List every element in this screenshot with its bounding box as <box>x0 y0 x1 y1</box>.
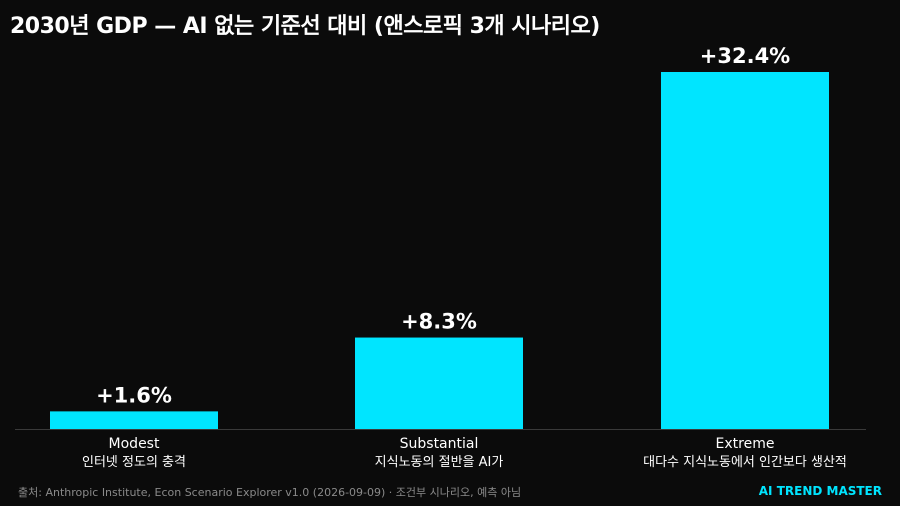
category-subtitle: 대다수 지식노동에서 인간보다 생산적 <box>643 455 847 470</box>
category-label: Modest <box>109 436 160 452</box>
bar-substantial <box>355 337 523 429</box>
category-label: Substantial <box>400 436 479 452</box>
category-subtitle: 인터넷 정도의 충격 <box>82 455 186 470</box>
value-label: +1.6% <box>96 383 172 407</box>
bar-extreme <box>661 72 829 429</box>
value-label: +32.4% <box>700 44 790 68</box>
brand-label: AI TREND MASTER <box>758 484 882 498</box>
source-note: 출처: Anthropic Institute, Econ Scenario E… <box>18 486 522 499</box>
category-label: Extreme <box>716 436 775 452</box>
bar-modest <box>50 411 218 429</box>
chart-title: 2030년 GDP — AI 없는 기준선 대비 (앤스로픽 3개 시나리오) <box>10 14 600 39</box>
value-label: +8.3% <box>401 310 477 334</box>
category-subtitle: 지식노동의 절반을 AI가 <box>375 455 504 470</box>
